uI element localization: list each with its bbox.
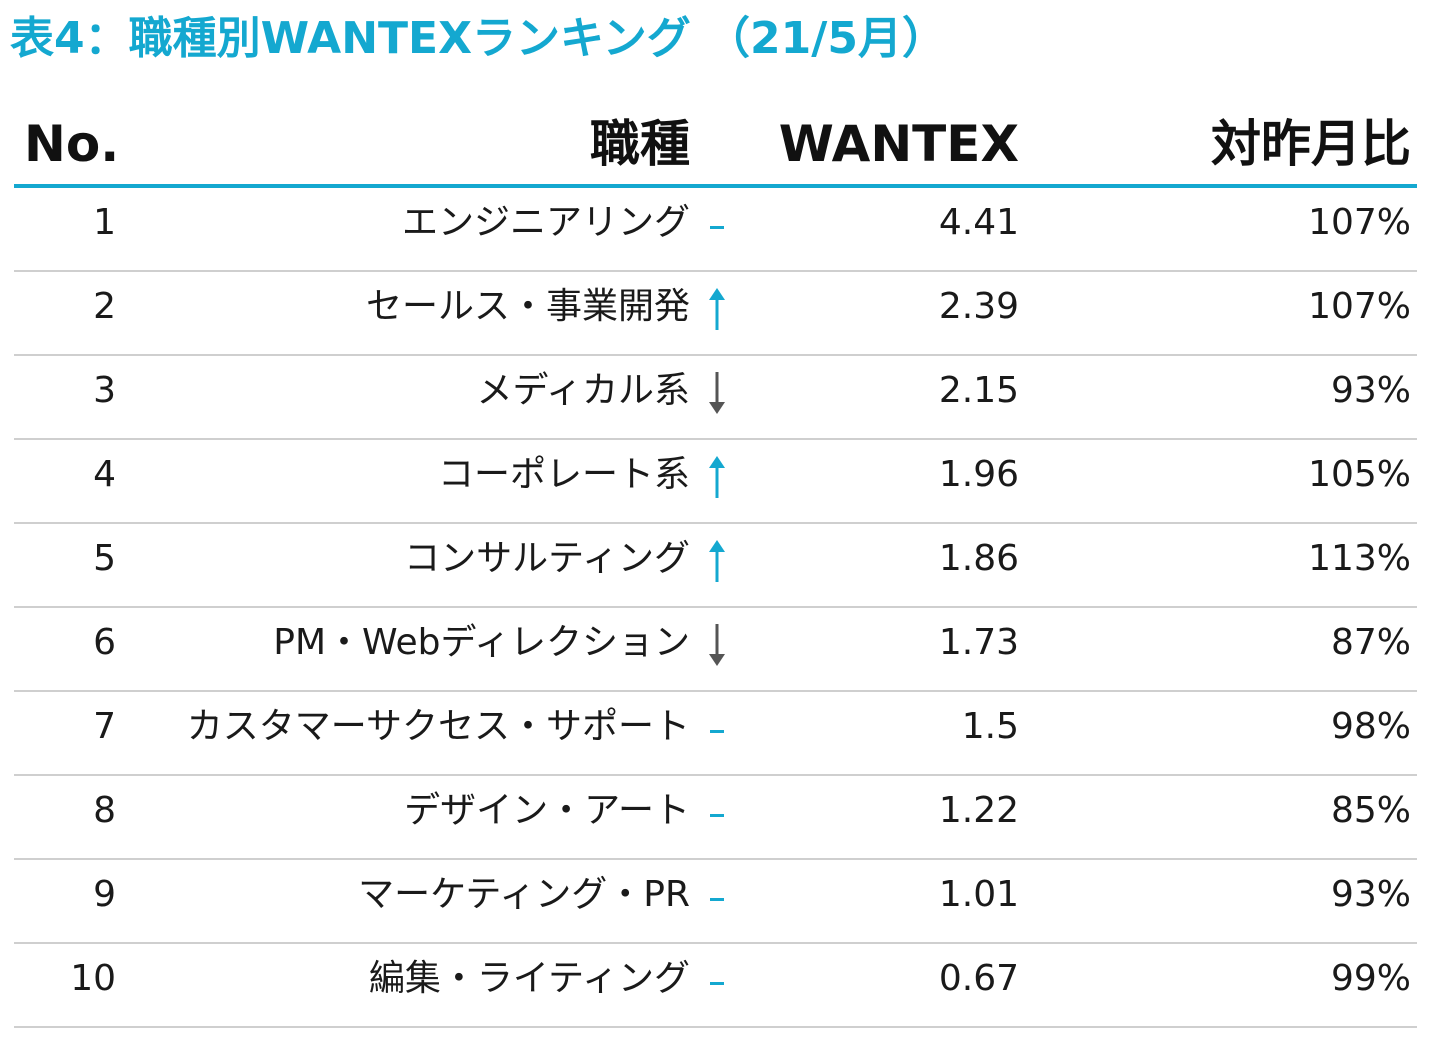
table-row: 8 デザイン・アート 1.22 85% — [14, 776, 1417, 860]
page-title: 表4：職種別WANTEXランキング （21/5月） — [10, 13, 946, 64]
flat-dash-icon — [707, 788, 727, 846]
job-category: セールス・事業開発 — [365, 286, 690, 327]
job-category: デザイン・アート — [404, 790, 690, 831]
rank-number: 7 — [93, 706, 116, 747]
table-row: 5 コンサルティング 1.86 113% — [14, 524, 1417, 608]
rank-number: 1 — [93, 202, 116, 243]
table-row: 1 エンジニアリング 4.41 107% — [14, 188, 1417, 272]
yoy-ratio: 107% — [1308, 202, 1411, 243]
flat-dash-icon — [707, 200, 727, 258]
wantex-value: 1.5 — [961, 706, 1019, 747]
wantex-value: 1.96 — [938, 454, 1019, 495]
header-no: No. — [24, 115, 120, 173]
wantex-value: 0.67 — [938, 958, 1019, 999]
job-category: コーポレート系 — [437, 454, 690, 495]
header-yoy: 対昨月比 — [1211, 115, 1411, 173]
table-header: No. 職種 WANTEX 対昨月比 — [14, 102, 1417, 188]
rank-number: 3 — [93, 370, 116, 411]
header-wantex: WANTEX — [778, 115, 1019, 173]
wantex-value: 1.86 — [938, 538, 1019, 579]
rank-number: 8 — [93, 790, 116, 831]
table-row: 9 マーケティング・PR 1.01 93% — [14, 860, 1417, 944]
down-arrow-icon — [707, 620, 727, 678]
job-category: エンジニアリング — [401, 202, 690, 243]
table-row: 6 PM・Webディレクション 1.73 87% — [14, 608, 1417, 692]
table-row: 2 セールス・事業開発 2.39 107% — [14, 272, 1417, 356]
wantex-value: 2.39 — [938, 286, 1019, 327]
up-arrow-icon — [707, 536, 727, 594]
rank-number: 9 — [93, 874, 116, 915]
job-category: PM・Webディレクション — [273, 622, 690, 663]
wantex-value: 1.73 — [938, 622, 1019, 663]
wantex-value: 1.01 — [938, 874, 1019, 915]
rank-number: 5 — [93, 538, 116, 579]
job-category: 編集・ライティング — [368, 958, 690, 999]
flat-dash-icon — [707, 956, 727, 1014]
table-row: 10 編集・ライティング 0.67 99% — [14, 944, 1417, 1028]
table-row: 3 メディカル系 2.15 93% — [14, 356, 1417, 440]
flat-dash-icon — [707, 704, 727, 762]
yoy-ratio: 105% — [1308, 454, 1411, 495]
wantex-value: 2.15 — [938, 370, 1019, 411]
rank-number: 2 — [93, 286, 116, 327]
flat-dash-icon — [707, 872, 727, 930]
yoy-ratio: 87% — [1330, 622, 1411, 663]
table-row: 4 コーポレート系 1.96 105% — [14, 440, 1417, 524]
yoy-ratio: 113% — [1308, 538, 1411, 579]
table-row: 7 カスタマーサクセス・サポート 1.5 98% — [14, 692, 1417, 776]
rank-number: 10 — [70, 958, 116, 999]
up-arrow-icon — [707, 284, 727, 342]
header-job: 職種 — [590, 115, 690, 173]
rank-number: 4 — [93, 454, 116, 495]
job-category: カスタマーサクセス・サポート — [186, 706, 690, 747]
job-category: マーケティング・PR — [358, 874, 690, 915]
down-arrow-icon — [707, 368, 727, 426]
yoy-ratio: 93% — [1330, 370, 1411, 411]
yoy-ratio: 85% — [1330, 790, 1411, 831]
yoy-ratio: 93% — [1330, 874, 1411, 915]
wantex-value: 4.41 — [938, 202, 1019, 243]
yoy-ratio: 99% — [1330, 958, 1411, 999]
rank-number: 6 — [93, 622, 116, 663]
wantex-value: 1.22 — [938, 790, 1019, 831]
job-category: コンサルティング — [404, 538, 690, 579]
ranking-table: No. 職種 WANTEX 対昨月比 1 エンジニアリング 4.41 107% … — [14, 102, 1417, 1028]
up-arrow-icon — [707, 452, 727, 510]
yoy-ratio: 98% — [1330, 706, 1411, 747]
job-category: メディカル系 — [476, 370, 690, 411]
yoy-ratio: 107% — [1308, 286, 1411, 327]
